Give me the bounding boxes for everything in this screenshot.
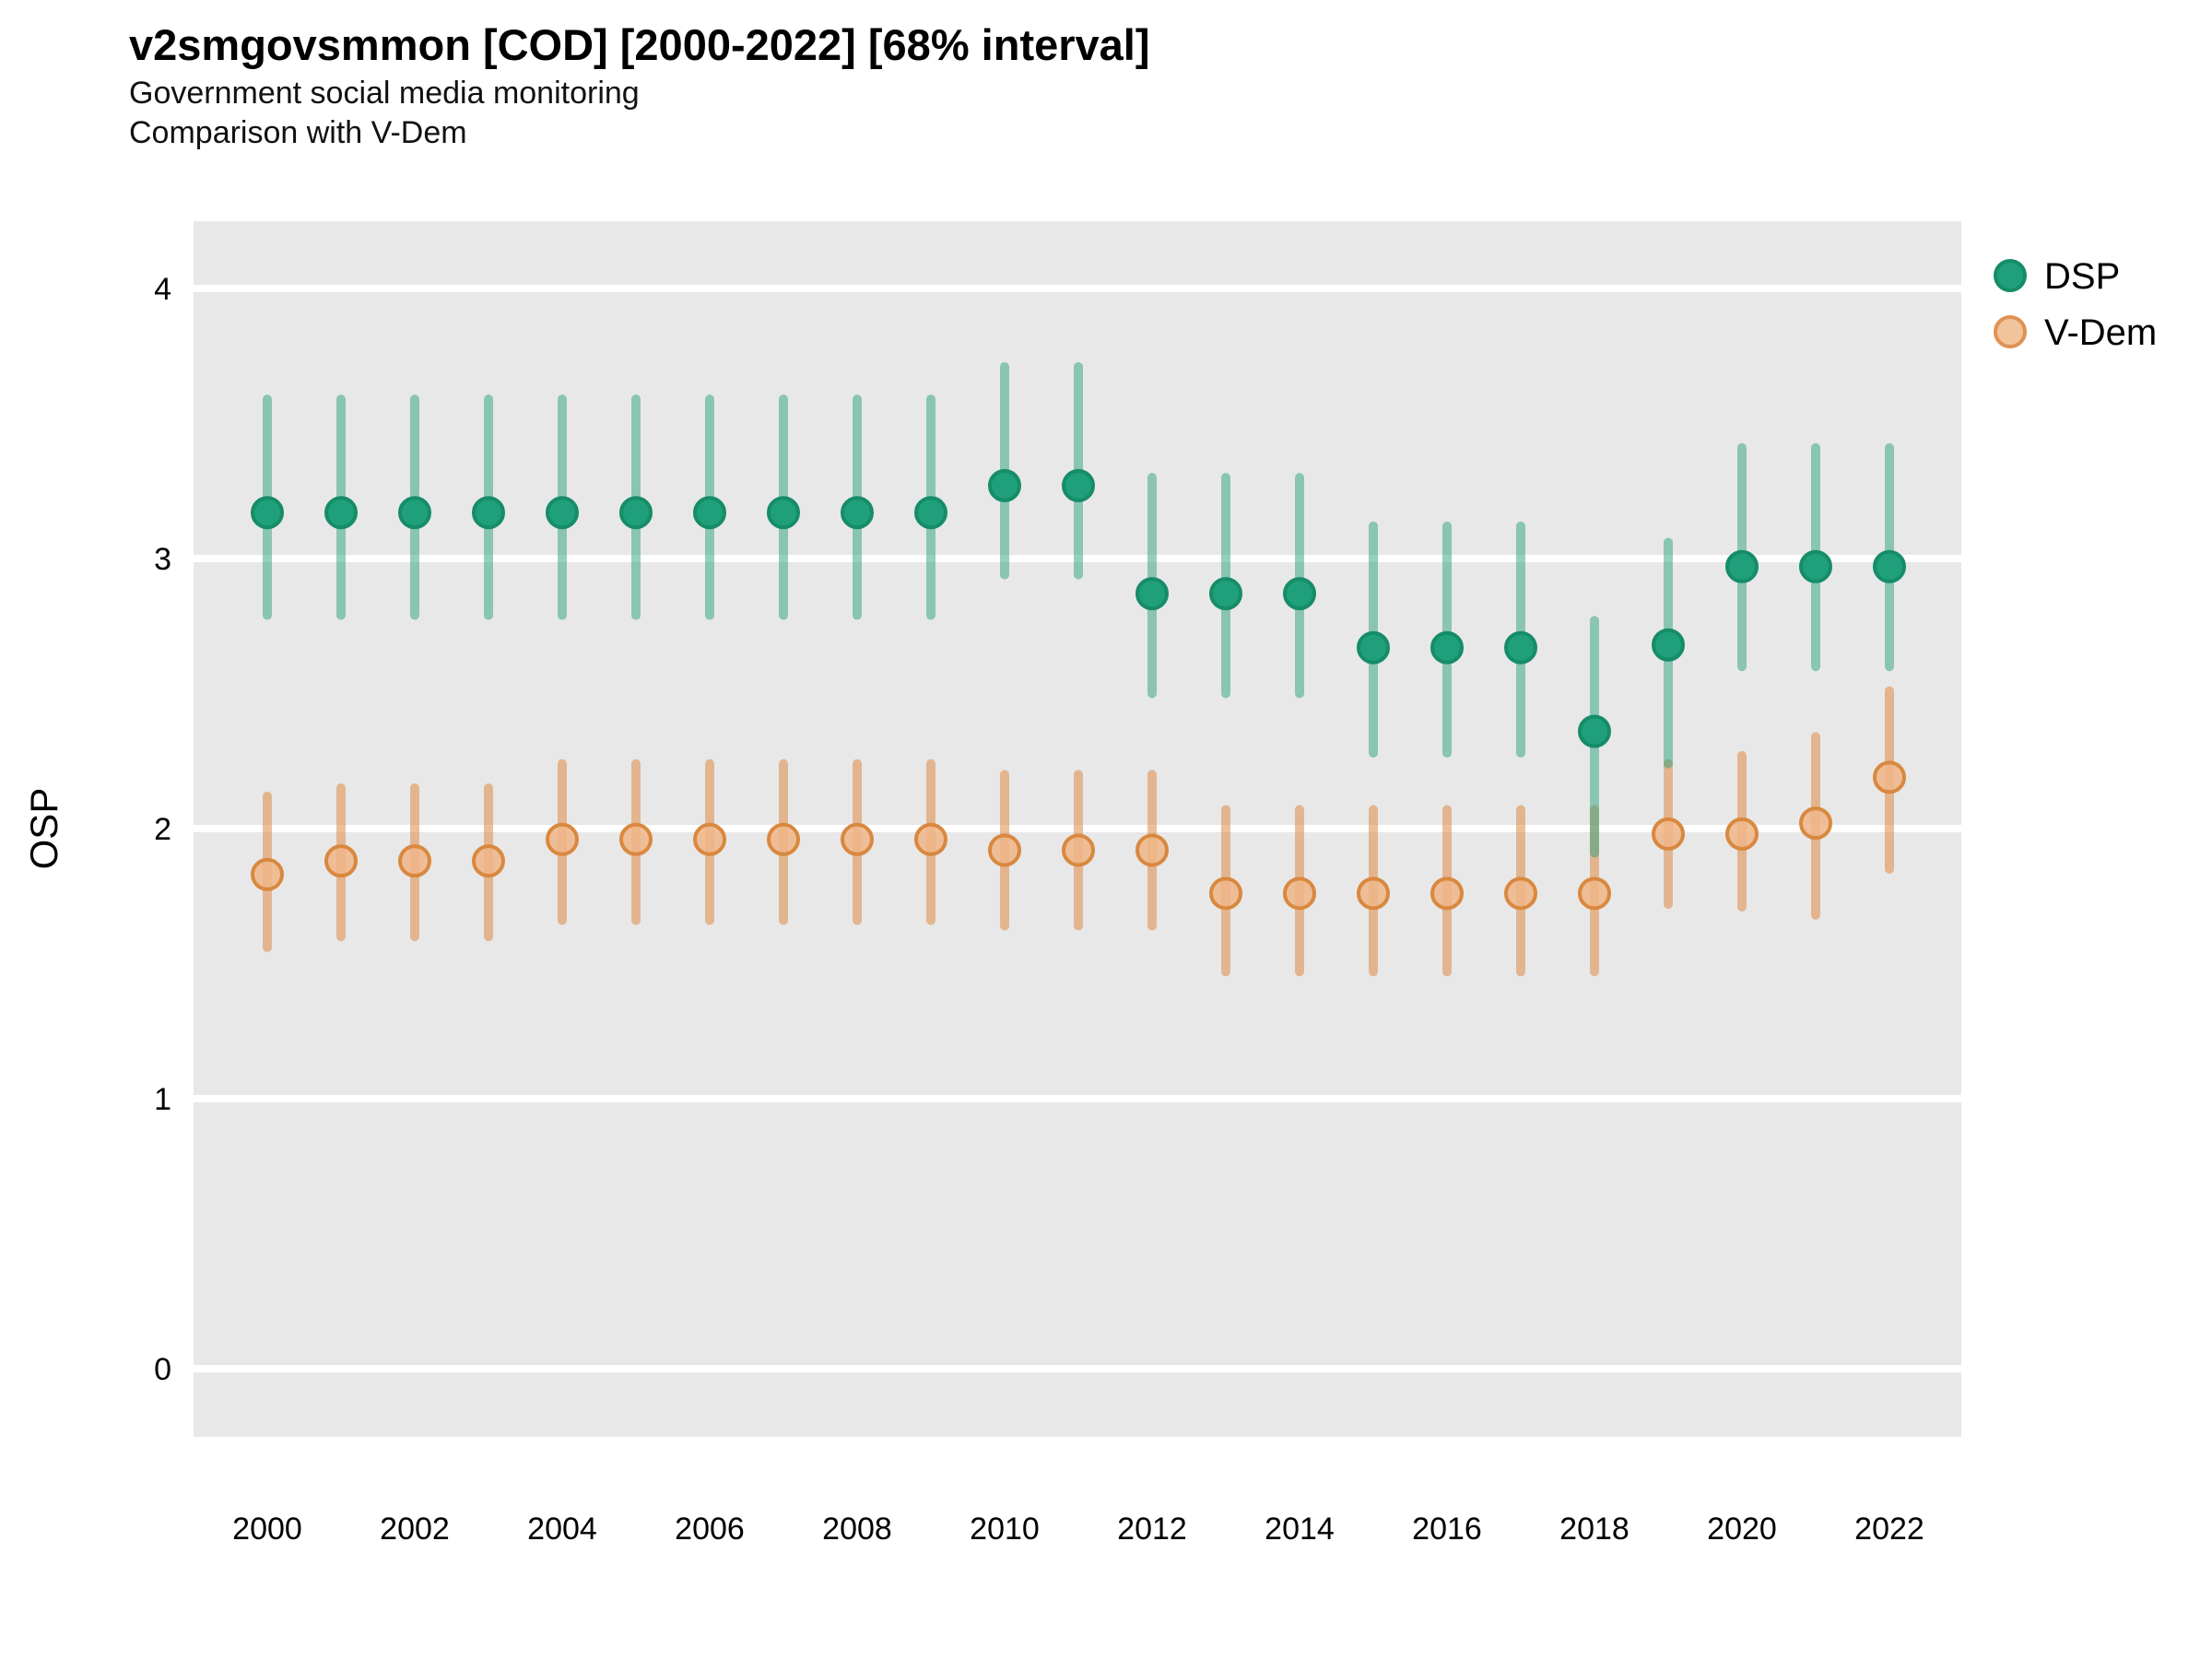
- point-dsp-2006: [693, 496, 726, 530]
- x-tick-label-2022: 2022: [1854, 1512, 1924, 1547]
- point-dsp-2018: [1578, 714, 1611, 748]
- x-tick-label-2004: 2004: [527, 1512, 597, 1547]
- y-tick-label-3: 3: [154, 542, 171, 577]
- point-dsp-2015: [1357, 630, 1390, 665]
- point-vdem-2005: [619, 822, 653, 856]
- x-tick-label-2000: 2000: [232, 1512, 302, 1547]
- point-vdem-2003: [472, 844, 505, 878]
- point-dsp-2003: [472, 496, 505, 530]
- point-vdem-2002: [398, 844, 431, 878]
- point-vdem-2015: [1357, 877, 1390, 911]
- y-axis-title: OSP: [22, 788, 65, 870]
- point-dsp-2014: [1283, 577, 1316, 611]
- legend-key-vdem: [1994, 315, 2027, 348]
- point-dsp-2022: [1873, 549, 1906, 583]
- point-vdem-2019: [1652, 817, 1685, 851]
- point-vdem-2009: [914, 822, 947, 856]
- chart-subtitle: Government social media monitoring: [129, 76, 640, 112]
- y-tick-label-1: 1: [154, 1082, 171, 1117]
- legend-label-vdem: V-Dem: [2044, 312, 2157, 353]
- legend-key-dsp: [1994, 259, 2027, 292]
- point-vdem-2021: [1799, 806, 1832, 841]
- chart-header: v2smgovsmmon [COD] [2000-2022] [68% inte…: [129, 20, 2065, 151]
- point-dsp-2005: [619, 496, 653, 530]
- point-vdem-2001: [324, 844, 358, 878]
- point-vdem-2010: [988, 833, 1021, 867]
- point-vdem-2016: [1430, 877, 1464, 911]
- point-dsp-2002: [398, 496, 431, 530]
- point-vdem-2007: [767, 822, 800, 856]
- legend-label-dsp: DSP: [2044, 256, 2120, 297]
- point-dsp-2011: [1062, 468, 1095, 502]
- point-dsp-2000: [251, 496, 284, 530]
- point-dsp-2007: [767, 496, 800, 530]
- point-dsp-2009: [914, 496, 947, 530]
- y-tick-label-4: 4: [154, 272, 171, 307]
- point-dsp-2008: [841, 496, 874, 530]
- x-tick-label-2006: 2006: [675, 1512, 745, 1547]
- point-vdem-2022: [1873, 760, 1906, 794]
- point-vdem-2008: [841, 822, 874, 856]
- chart-subtitle-2: Comparison with V-Dem: [129, 115, 467, 151]
- point-vdem-2018: [1578, 877, 1611, 911]
- x-tick-label-2008: 2008: [822, 1512, 892, 1547]
- point-dsp-2004: [546, 496, 579, 530]
- point-vdem-2006: [693, 822, 726, 856]
- x-tick-label-2016: 2016: [1412, 1512, 1482, 1547]
- point-vdem-2020: [1725, 817, 1759, 851]
- point-dsp-2020: [1725, 549, 1759, 583]
- point-vdem-2011: [1062, 833, 1095, 867]
- x-tick-label-2020: 2020: [1707, 1512, 1777, 1547]
- point-vdem-2000: [251, 857, 284, 891]
- point-vdem-2017: [1504, 877, 1537, 911]
- x-tick-label-2012: 2012: [1117, 1512, 1187, 1547]
- point-dsp-2001: [324, 496, 358, 530]
- point-dsp-2017: [1504, 630, 1537, 665]
- point-dsp-2013: [1209, 577, 1242, 611]
- point-vdem-2012: [1135, 833, 1169, 867]
- chart-title: v2smgovsmmon [COD] [2000-2022] [68% inte…: [129, 20, 1150, 69]
- x-tick-label-2010: 2010: [970, 1512, 1040, 1547]
- point-vdem-2014: [1283, 877, 1316, 911]
- point-vdem-2004: [546, 822, 579, 856]
- point-dsp-2021: [1799, 549, 1832, 583]
- point-dsp-2016: [1430, 630, 1464, 665]
- x-tick-label-2014: 2014: [1265, 1512, 1335, 1547]
- point-vdem-2013: [1209, 877, 1242, 911]
- x-tick-label-2018: 2018: [1559, 1512, 1630, 1547]
- y-tick-label-2: 2: [154, 812, 171, 847]
- point-dsp-2019: [1652, 628, 1685, 662]
- x-tick-label-2002: 2002: [380, 1512, 450, 1547]
- point-dsp-2012: [1135, 577, 1169, 611]
- point-dsp-2010: [988, 468, 1021, 502]
- y-tick-label-0: 0: [154, 1352, 171, 1387]
